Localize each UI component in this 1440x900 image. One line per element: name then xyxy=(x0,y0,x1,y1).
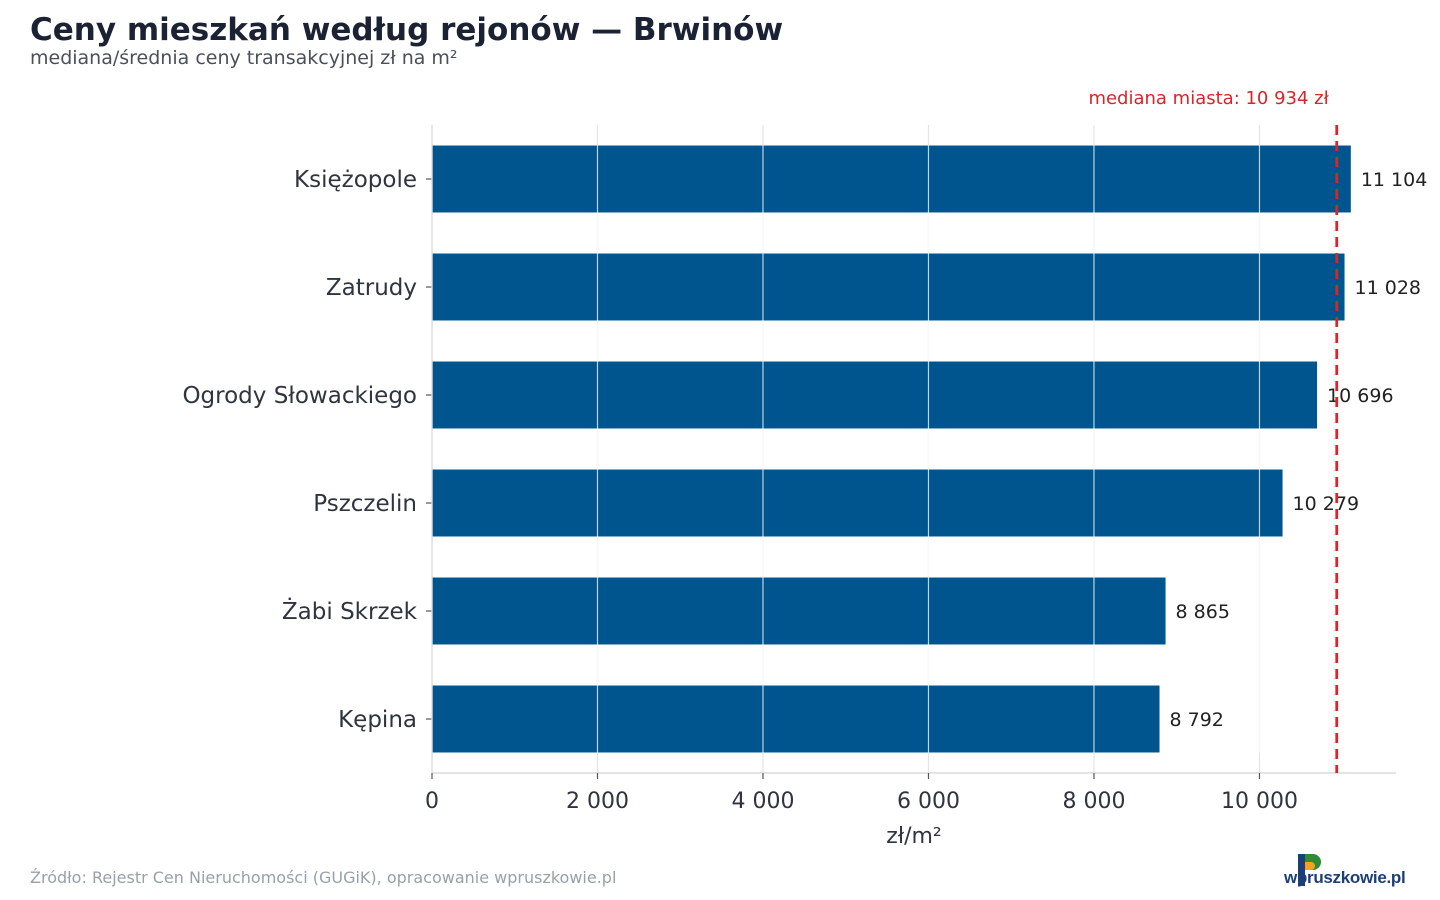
site-logo: wpruszkowie.pl xyxy=(1284,852,1412,892)
bar-chart: Księżopole 11 104 Zatrudy 11 028 Ogrody Słow… xyxy=(182,88,1427,849)
x-tick-label-1: 2 000 xyxy=(566,789,629,814)
logo-wordmark: wpruszkowie.pl xyxy=(1284,868,1406,887)
value-label-4: 8 865 xyxy=(1176,601,1230,623)
value-label-5: 8 792 xyxy=(1170,709,1224,731)
x-tick-label-5: 10 000 xyxy=(1221,789,1298,814)
bar-2 xyxy=(432,361,1318,429)
value-label-2: 10 696 xyxy=(1327,385,1393,407)
value-label-3: 10 279 xyxy=(1293,493,1359,515)
y-tick-label-4: Żabi Skrzek xyxy=(282,597,418,625)
axes: Księżopole 11 104 Zatrudy 11 028 Ogrody Słow… xyxy=(182,125,1427,814)
reference-line-group: mediana miasta: 10 934 zł xyxy=(1088,88,1339,773)
chart-title: Ceny mieszkań według rejonów — Brwinów xyxy=(30,12,784,48)
value-label-1: 11 028 xyxy=(1355,277,1421,299)
x-tick-label-2: 4 000 xyxy=(731,789,794,814)
bars xyxy=(432,145,1351,753)
bar-5 xyxy=(432,685,1160,753)
reference-line-label: mediana miasta: 10 934 zł xyxy=(1088,88,1329,109)
value-label-0: 11 104 xyxy=(1361,169,1427,191)
bar-1 xyxy=(432,253,1345,321)
y-tick-label-5: Kępina xyxy=(338,707,417,733)
y-tick-label-2: Ogrody Słowackiego xyxy=(182,383,417,409)
y-tick-label-1: Zatrudy xyxy=(326,275,417,301)
logo-p-mark-icon xyxy=(1298,854,1321,886)
source-note: Źródło: Rejestr Cen Nieruchomości (GUGiK… xyxy=(30,868,617,887)
x-tick-label-4: 8 000 xyxy=(1062,789,1125,814)
x-tick-label-0: 0 xyxy=(425,789,439,814)
bar-3 xyxy=(432,469,1283,537)
bar-0 xyxy=(432,145,1351,213)
y-tick-label-3: Pszczelin xyxy=(313,491,417,517)
y-tick-label-0: Księżopole xyxy=(294,167,417,193)
chart-subtitle: mediana/średnia ceny transakcyjnej zł na… xyxy=(30,47,458,69)
x-axis-title: zł/m² xyxy=(886,824,941,849)
bar-4 xyxy=(432,577,1166,645)
x-tick-label-3: 6 000 xyxy=(897,789,960,814)
